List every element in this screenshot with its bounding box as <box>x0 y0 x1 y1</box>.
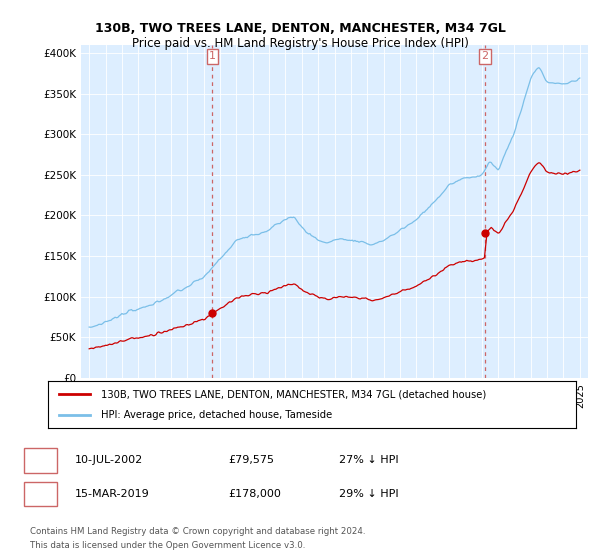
Text: Contains HM Land Registry data © Crown copyright and database right 2024.: Contains HM Land Registry data © Crown c… <box>30 528 365 536</box>
Text: HPI: Average price, detached house, Tameside: HPI: Average price, detached house, Tame… <box>101 410 332 420</box>
Text: 130B, TWO TREES LANE, DENTON, MANCHESTER, M34 7GL (detached house): 130B, TWO TREES LANE, DENTON, MANCHESTER… <box>101 389 486 399</box>
Text: 29% ↓ HPI: 29% ↓ HPI <box>339 489 398 499</box>
Text: 130B, TWO TREES LANE, DENTON, MANCHESTER, M34 7GL: 130B, TWO TREES LANE, DENTON, MANCHESTER… <box>95 22 505 35</box>
Text: 15-MAR-2019: 15-MAR-2019 <box>75 489 150 499</box>
Text: 27% ↓ HPI: 27% ↓ HPI <box>339 455 398 465</box>
Text: £79,575: £79,575 <box>228 455 274 465</box>
Text: 1: 1 <box>37 454 44 467</box>
Text: £178,000: £178,000 <box>228 489 281 499</box>
Text: 2: 2 <box>37 487 44 501</box>
Text: This data is licensed under the Open Government Licence v3.0.: This data is licensed under the Open Gov… <box>30 542 305 550</box>
Text: 2: 2 <box>482 52 488 61</box>
Text: 1: 1 <box>209 52 216 61</box>
Text: 10-JUL-2002: 10-JUL-2002 <box>75 455 143 465</box>
Text: Price paid vs. HM Land Registry's House Price Index (HPI): Price paid vs. HM Land Registry's House … <box>131 37 469 50</box>
